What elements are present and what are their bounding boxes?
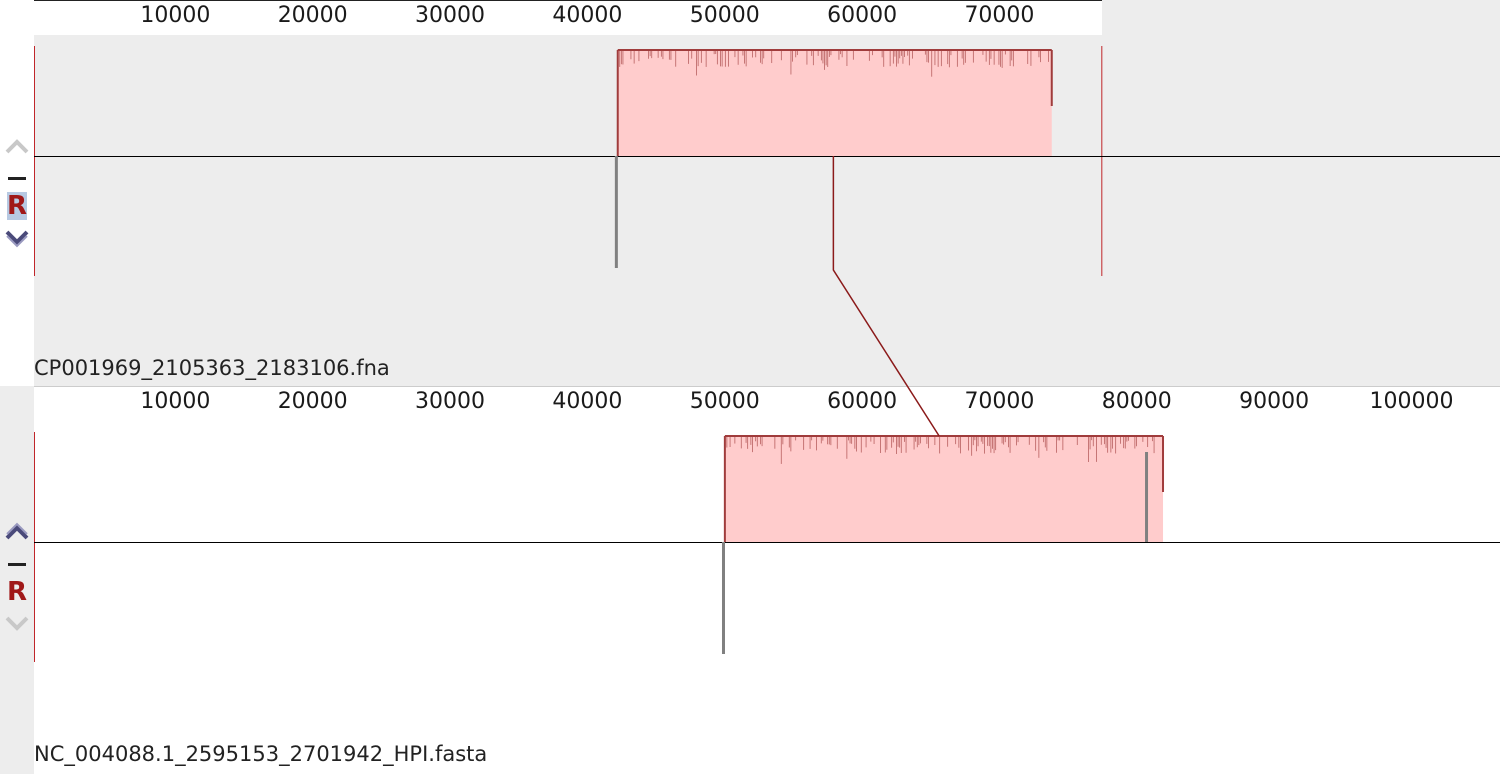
ruler-tick-label: 10000	[140, 389, 211, 414]
lcb-plot	[34, 432, 1500, 662]
move-up-button[interactable]	[2, 132, 32, 160]
minus-icon	[8, 177, 26, 180]
chevron-down-icon	[5, 616, 29, 631]
ruler-tick-label: 60000	[827, 3, 898, 28]
lcb-block	[617, 50, 1052, 156]
ruler-tick-label: 60000	[827, 389, 898, 414]
sequence-name: NC_004088.1_2595153_2701942_HPI.fasta	[34, 742, 488, 766]
coordinate-ruler: 10000 20000 30000 40000 50000 60000 70000	[34, 0, 1102, 35]
panel-controls: R	[0, 386, 34, 774]
ruler-tick-label: 30000	[415, 389, 486, 414]
lcb-block	[724, 436, 1164, 542]
genome-track[interactable]	[34, 386, 1500, 774]
ruler-tick-label: 40000	[552, 3, 623, 28]
ruler-tick-label: 70000	[964, 389, 1035, 414]
genome-panel-2: R 10000 20000 30000 40000 50000 60000 70000 800…	[0, 386, 1500, 774]
ruler-tick-label: 90000	[1239, 389, 1310, 414]
ruler-tick-label: 30000	[415, 3, 486, 28]
reverse-button[interactable]: R	[2, 192, 32, 220]
ruler-tick-label: 80000	[1101, 389, 1172, 414]
ruler-tick-label: 20000	[277, 3, 348, 28]
ruler-tick-label: 20000	[277, 389, 348, 414]
ruler-tick-label: 70000	[964, 3, 1035, 28]
panel-controls: R	[0, 0, 34, 386]
ruler-tick-label: 50000	[689, 389, 760, 414]
reverse-label: R	[6, 191, 28, 221]
genome-track[interactable]	[34, 0, 1500, 386]
ruler-tick-label: 10000	[140, 3, 211, 28]
ruler-tick-label: 40000	[552, 389, 623, 414]
ruler-tick-label: 50000	[689, 3, 760, 28]
similarity-profile	[617, 49, 1052, 77]
sequence-name: CP001969_2105363_2183106.fna	[34, 356, 390, 380]
chevron-up-icon	[5, 522, 29, 540]
move-down-button[interactable]	[2, 224, 32, 252]
genome-panel-1: R 10000 20000 30000 40000 50000 60000 70000 CP…	[0, 0, 1500, 386]
lcb-plot	[34, 46, 1500, 276]
coordinate-ruler: 10000 20000 30000 40000 50000 60000 70000 80000…	[34, 386, 1500, 421]
chevron-up-icon	[5, 139, 29, 154]
similarity-profile	[724, 435, 1164, 464]
reverse-label: R	[6, 577, 28, 607]
collapse-button[interactable]	[2, 550, 32, 578]
minus-icon	[8, 563, 26, 566]
ruler-tick-label: 100000	[1369, 389, 1454, 414]
move-down-button[interactable]	[2, 610, 32, 638]
move-up-button[interactable]	[2, 518, 32, 546]
reverse-button[interactable]: R	[2, 578, 32, 606]
chevron-down-icon	[5, 230, 29, 248]
collapse-button[interactable]	[2, 164, 32, 192]
